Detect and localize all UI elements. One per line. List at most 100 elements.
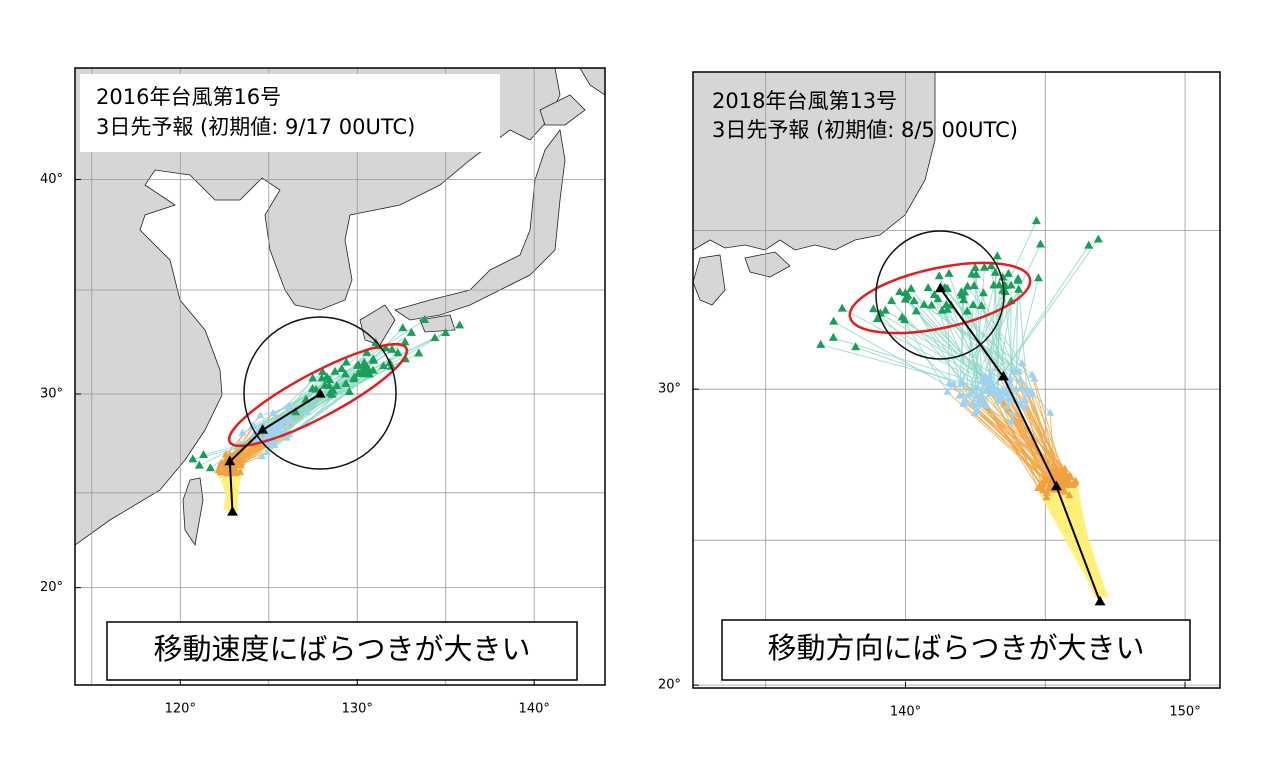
- ensemble-track: [210, 435, 256, 469]
- ensemble-point: [937, 305, 947, 314]
- ensemble-track: [937, 298, 981, 400]
- land: [693, 72, 936, 306]
- ensemble-point: [1000, 287, 1010, 296]
- ensemble-point: [406, 327, 416, 336]
- subtitle: 3日先予報 (初期値: 8/5 00UTC): [712, 118, 1018, 142]
- ensemble-track: [994, 272, 999, 395]
- ensemble-point: [1046, 408, 1055, 416]
- ensemble-point: [970, 263, 980, 272]
- ensemble-point: [1055, 468, 1064, 476]
- ensemble-point: [1034, 483, 1043, 492]
- ensemble-point: [1042, 488, 1051, 496]
- lat-tick-label: 30°: [658, 382, 681, 397]
- ensemble-track: [1063, 480, 1103, 598]
- ensemble-point: [368, 354, 378, 363]
- ensemble-point: [981, 386, 990, 394]
- title-box: [80, 74, 500, 152]
- ensemble-point: [378, 361, 388, 370]
- ensemble-point: [205, 463, 215, 472]
- ensemble-track: [1021, 363, 1068, 481]
- frame: [74, 67, 606, 686]
- ensemble-point: [962, 306, 972, 315]
- caption-box: [721, 619, 1191, 681]
- ensemble-point: [1006, 395, 1015, 403]
- ensemble-point: [911, 306, 921, 315]
- ensemble-point: [1014, 367, 1023, 375]
- ensemble-point: [349, 372, 359, 381]
- ensemble-point: [1018, 359, 1027, 367]
- ensemble-point: [906, 283, 916, 292]
- ensemble-point: [998, 272, 1008, 281]
- ensemble-point: [969, 387, 978, 395]
- ensemble-point: [400, 337, 410, 346]
- spread-ellipse: [848, 261, 1032, 335]
- ensemble-track: [938, 276, 983, 382]
- ensemble-point: [1060, 464, 1069, 472]
- ensemble-track: [976, 410, 1063, 490]
- ensemble-track: [996, 301, 1012, 392]
- ensemble-track: [997, 285, 1000, 402]
- ensemble-point: [990, 267, 1000, 276]
- mean-position: [1051, 480, 1062, 491]
- ensemble-point: [944, 268, 954, 277]
- ensemble-point: [949, 380, 958, 388]
- subtitle: 3日先予報 (初期値: 9/17 00UTC): [96, 115, 415, 139]
- ensemble-point: [368, 365, 378, 374]
- ensemble-point: [248, 421, 257, 429]
- ensemble-point: [1003, 401, 1012, 409]
- ensemble-point: [220, 467, 229, 475]
- ensemble-track: [967, 286, 1023, 364]
- ensemble-point: [987, 388, 996, 397]
- ensemble-point: [1040, 475, 1049, 483]
- ensemble-point: [1093, 234, 1103, 243]
- ensemble-point: [330, 366, 340, 375]
- ensemble-point: [308, 373, 318, 382]
- ensemble-point: [1030, 374, 1039, 382]
- ensemble-point: [971, 269, 981, 278]
- ensemble-point: [919, 299, 929, 308]
- ensemble-point: [956, 287, 966, 296]
- ensemble-point: [1003, 389, 1012, 398]
- ensemble-point: [969, 400, 979, 409]
- ensemble-point: [1005, 375, 1014, 383]
- ensemble-point: [887, 296, 897, 305]
- ensemble-track: [1067, 481, 1108, 598]
- ensemble-point: [958, 295, 968, 304]
- mean-position: [935, 282, 946, 293]
- ensemble-track: [948, 273, 986, 385]
- ensemble-point: [269, 408, 278, 417]
- ensemble-track: [961, 220, 1037, 383]
- ensemble-point: [259, 419, 268, 427]
- ensemble-point: [1021, 395, 1030, 403]
- ensemble-track: [1006, 289, 1020, 407]
- ensemble-point: [280, 426, 290, 434]
- ensemble-track: [933, 294, 962, 385]
- probability-circle: [875, 230, 1005, 360]
- probability-circle: [243, 316, 397, 470]
- caption-box: [106, 621, 578, 681]
- ensemble-track: [873, 308, 954, 385]
- ensemble-point: [414, 348, 424, 357]
- ensemble-point: [430, 333, 440, 342]
- lon-tick-label: 120°: [165, 702, 196, 717]
- ensemble-point: [337, 364, 347, 373]
- ensemble-point: [851, 342, 861, 351]
- ensemble-point: [1016, 375, 1025, 384]
- ensemble-point: [398, 323, 408, 332]
- ensemble-point: [1035, 239, 1045, 248]
- ensemble-point: [285, 401, 294, 409]
- ensemble-point: [263, 447, 272, 455]
- mean-position: [227, 506, 238, 516]
- ensemble-point: [318, 367, 328, 376]
- ensemble-point: [1002, 385, 1011, 393]
- ensemble-point: [1033, 273, 1043, 282]
- ensemble-point: [976, 300, 986, 309]
- ensemble-point: [973, 406, 982, 415]
- ensemble-point: [359, 357, 369, 366]
- ensemble-point: [291, 407, 301, 416]
- ensemble-point: [1047, 478, 1056, 487]
- ensemble-point: [982, 401, 991, 409]
- frame: [692, 71, 1221, 689]
- spread-ellipse: [227, 342, 409, 448]
- ensemble-track: [969, 394, 1059, 481]
